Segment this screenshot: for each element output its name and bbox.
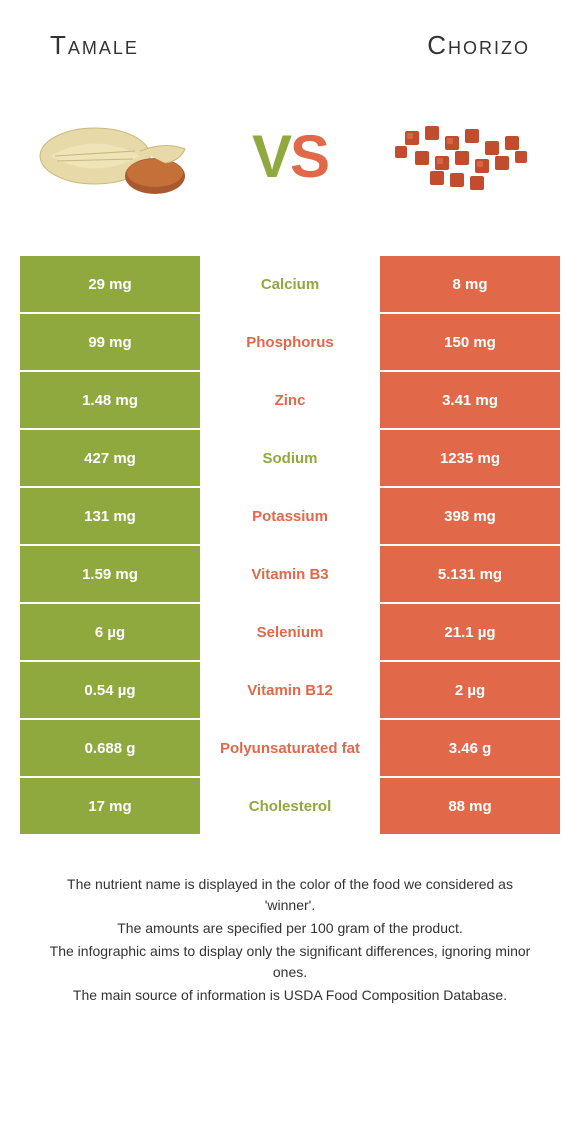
left-value: 0.54 µg	[20, 662, 200, 718]
tamale-image	[30, 96, 210, 216]
nutrient-row: 29 mgCalcium8 mg	[20, 256, 560, 312]
images-row: VS	[30, 86, 550, 226]
right-value: 2 µg	[380, 662, 560, 718]
footer-line-3: The infographic aims to display only the…	[40, 941, 540, 983]
vs-s: S	[290, 123, 328, 190]
footer-line-2: The amounts are specified per 100 gram o…	[40, 918, 540, 939]
nutrient-label: Polyunsaturated fat	[200, 720, 380, 776]
nutrient-row: 99 mgPhosphorus150 mg	[20, 314, 560, 370]
right-value: 88 mg	[380, 778, 560, 834]
left-value: 17 mg	[20, 778, 200, 834]
nutrient-row: 0.688 gPolyunsaturated fat3.46 g	[20, 720, 560, 776]
nutrient-label: Zinc	[200, 372, 380, 428]
header-row: Tamale Chorizo	[50, 30, 530, 61]
left-value: 29 mg	[20, 256, 200, 312]
nutrient-label: Sodium	[200, 430, 380, 486]
left-value: 1.48 mg	[20, 372, 200, 428]
nutrient-label: Vitamin B12	[200, 662, 380, 718]
right-value: 398 mg	[380, 488, 560, 544]
footer-line-1: The nutrient name is displayed in the co…	[40, 874, 540, 916]
right-food-title: Chorizo	[427, 30, 530, 61]
right-value: 3.46 g	[380, 720, 560, 776]
nutrient-label: Calcium	[200, 256, 380, 312]
left-value: 6 µg	[20, 604, 200, 660]
right-value: 21.1 µg	[380, 604, 560, 660]
right-value: 5.131 mg	[380, 546, 560, 602]
nutrient-label: Cholesterol	[200, 778, 380, 834]
nutrient-row: 0.54 µgVitamin B122 µg	[20, 662, 560, 718]
left-value: 1.59 mg	[20, 546, 200, 602]
vs-label: VS	[252, 122, 328, 191]
nutrient-label: Vitamin B3	[200, 546, 380, 602]
nutrient-label: Potassium	[200, 488, 380, 544]
right-value: 1235 mg	[380, 430, 560, 486]
right-value: 150 mg	[380, 314, 560, 370]
nutrient-table: 29 mgCalcium8 mg99 mgPhosphorus150 mg1.4…	[20, 256, 560, 834]
left-value: 427 mg	[20, 430, 200, 486]
vs-v: V	[252, 123, 290, 190]
infographic-container: Tamale Chorizo VS	[0, 0, 580, 1028]
nutrient-row: 17 mgCholesterol88 mg	[20, 778, 560, 834]
nutrient-row: 1.59 mgVitamin B35.131 mg	[20, 546, 560, 602]
nutrient-row: 131 mgPotassium398 mg	[20, 488, 560, 544]
nutrient-row: 1.48 mgZinc3.41 mg	[20, 372, 560, 428]
right-value: 3.41 mg	[380, 372, 560, 428]
left-food-title: Tamale	[50, 30, 139, 61]
nutrient-label: Phosphorus	[200, 314, 380, 370]
left-value: 0.688 g	[20, 720, 200, 776]
left-value: 99 mg	[20, 314, 200, 370]
nutrient-row: 6 µgSelenium21.1 µg	[20, 604, 560, 660]
nutrient-label: Selenium	[200, 604, 380, 660]
chorizo-image	[370, 96, 550, 216]
right-value: 8 mg	[380, 256, 560, 312]
footer-line-4: The main source of information is USDA F…	[40, 985, 540, 1006]
nutrient-row: 427 mgSodium1235 mg	[20, 430, 560, 486]
footer-notes: The nutrient name is displayed in the co…	[40, 874, 540, 1006]
left-value: 131 mg	[20, 488, 200, 544]
